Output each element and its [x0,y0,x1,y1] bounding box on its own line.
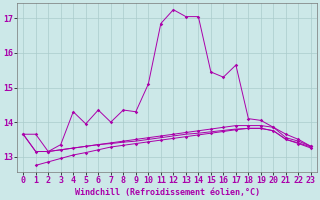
X-axis label: Windchill (Refroidissement éolien,°C): Windchill (Refroidissement éolien,°C) [75,188,260,197]
